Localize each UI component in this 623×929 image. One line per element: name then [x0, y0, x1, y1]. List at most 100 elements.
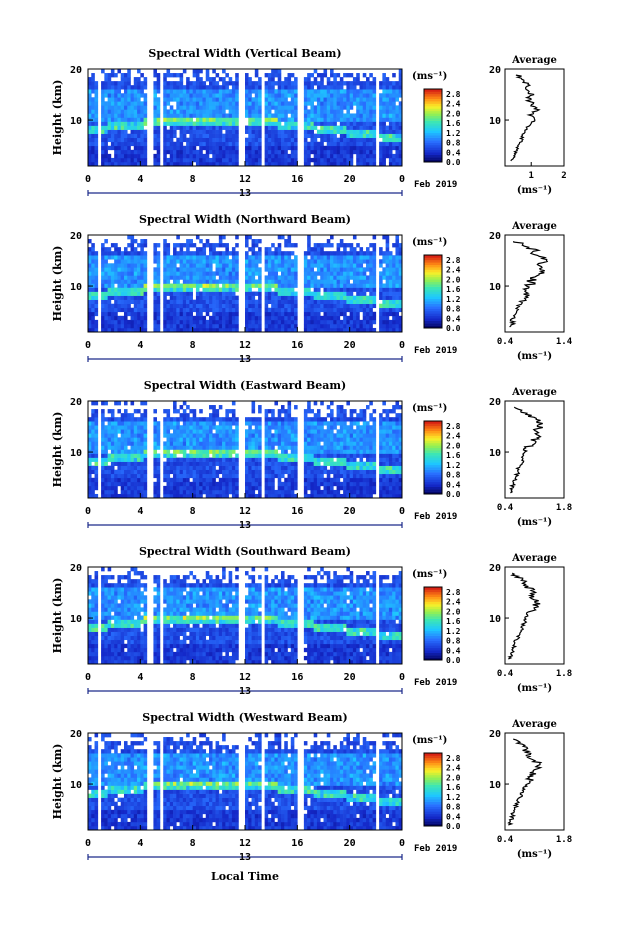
heatmap-cell [280, 421, 285, 426]
heatmap-cell [254, 461, 259, 466]
heatmap-cell [137, 319, 141, 325]
heatmap-cell [218, 101, 223, 106]
heatmap-cell [398, 255, 403, 260]
heatmap-cell [271, 453, 275, 458]
heatmap-cell [179, 133, 184, 139]
heatmap-cell [156, 429, 161, 434]
heatmap-cell [228, 141, 233, 147]
heatmap-cell [228, 323, 233, 329]
heatmap-cell [231, 457, 236, 462]
heatmap-cell [398, 327, 403, 333]
heatmap-cell [117, 153, 122, 159]
heatmap-cell [362, 121, 367, 126]
heatmap-cell [307, 243, 311, 248]
heatmap-cell [133, 105, 138, 110]
heatmap-cell [199, 247, 203, 252]
heatmap-cell [333, 295, 337, 300]
heatmap-cell [179, 425, 184, 430]
heatmap-cell [352, 133, 357, 139]
heatmap-cell [264, 413, 269, 418]
heatmap-cell [395, 149, 400, 155]
colorbar-swatch [424, 298, 442, 302]
heatmap-cell [205, 287, 210, 292]
heatmap-cell [186, 243, 190, 248]
heatmap-cell [248, 247, 252, 252]
heatmap-cell [104, 461, 108, 466]
heatmap-cell [195, 259, 200, 264]
heatmap-cell [179, 473, 184, 479]
heatmap-cell [104, 287, 108, 292]
heatmap-cell [215, 255, 220, 260]
heatmap-cell [215, 125, 220, 130]
heatmap-cell [349, 89, 354, 94]
heatmap-cell [166, 299, 171, 305]
colorbar-swatch [424, 132, 442, 136]
heatmap-cell [123, 457, 128, 462]
heatmap-cell [205, 117, 210, 122]
heatmap-cell [120, 465, 125, 471]
heatmap-cell [379, 109, 383, 114]
colorbar-swatch [424, 269, 442, 273]
heatmap-cell [346, 319, 350, 325]
heatmap-cell [218, 279, 223, 284]
heatmap-cell [366, 133, 370, 139]
heatmap-cell [303, 477, 308, 483]
heatmap-cell [333, 153, 337, 159]
heatmap-cell [166, 137, 171, 143]
heatmap-cell [212, 295, 216, 300]
heatmap-cell [189, 465, 193, 471]
heatmap-cell [101, 93, 105, 98]
heatmap-cell [254, 251, 259, 256]
heatmap-cell [107, 291, 112, 296]
heatmap-cell [163, 287, 167, 292]
heatmap-cell [137, 267, 141, 272]
heatmap-cell [231, 121, 236, 126]
heatmap-cell [264, 283, 269, 288]
heatmap-cell [166, 157, 171, 163]
heatmap-cell [140, 457, 144, 462]
heatmap-cell [369, 275, 373, 280]
heatmap-cell [186, 457, 190, 462]
heatmap-cell [271, 481, 275, 487]
heatmap-cell [222, 77, 226, 82]
heatmap-cell [326, 109, 331, 114]
heatmap-cell [107, 287, 112, 292]
heatmap-cell [313, 275, 318, 280]
heatmap-cell [267, 315, 272, 321]
heatmap-cell [284, 243, 288, 248]
heatmap-cell [195, 121, 200, 126]
heatmap-cell [156, 275, 161, 280]
heatmap-cell [222, 69, 226, 74]
heatmap-cell [258, 105, 262, 110]
heatmap-cell [222, 315, 226, 321]
heatmap-cell [127, 259, 131, 264]
heatmap-cell [114, 85, 118, 90]
heatmap-cell [316, 129, 321, 134]
heatmap-cell [166, 291, 171, 296]
heatmap-cell [163, 303, 167, 309]
heatmap-cell [163, 141, 167, 147]
heatmap-cell [228, 291, 233, 296]
heatmap-cell [176, 141, 180, 147]
heatmap-cell [356, 125, 360, 130]
heatmap-cell [91, 113, 95, 118]
heatmap-cell [192, 489, 197, 495]
heatmap-cell [205, 465, 210, 471]
heatmap-cell [114, 113, 118, 118]
heatmap-cell [346, 323, 350, 329]
heatmap-cell [362, 287, 367, 292]
heatmap-cell [101, 327, 105, 333]
heatmap-cell [346, 255, 350, 260]
heatmap-cell [218, 271, 223, 276]
heatmap-cell [258, 81, 262, 86]
heatmap-cell [205, 109, 210, 114]
heatmap-cell [271, 425, 275, 430]
heatmap-cell [228, 117, 233, 122]
heatmap-cell [294, 153, 298, 159]
heatmap-cell [127, 493, 131, 499]
heatmap-cell [251, 239, 256, 244]
y-tick-label: 10 [70, 116, 82, 127]
heatmap-cell [330, 235, 334, 240]
heatmap-cell [117, 275, 122, 280]
heatmap-cell [209, 133, 213, 139]
